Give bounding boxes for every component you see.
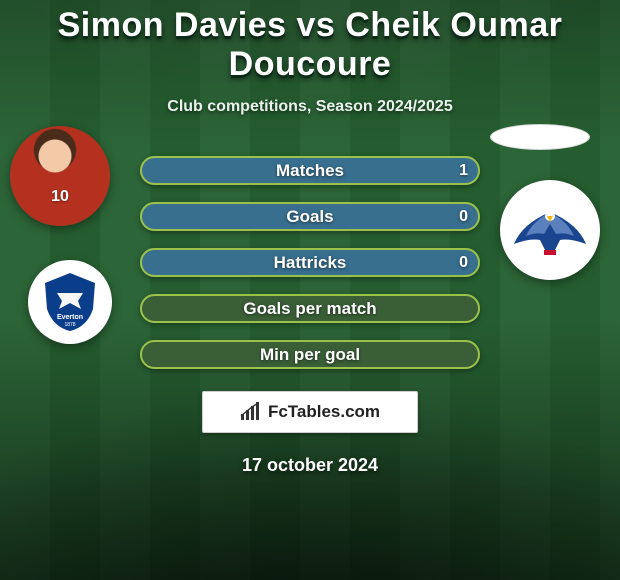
stat-value: 1 bbox=[459, 162, 468, 180]
stat-bar: Hattricks 0 bbox=[140, 248, 480, 277]
stat-label: Matches bbox=[276, 161, 344, 181]
stat-label: Goals bbox=[286, 207, 333, 227]
stat-bar: Min per goal bbox=[140, 340, 480, 369]
stat-bar: Goals 0 bbox=[140, 202, 480, 231]
source-badge-text: FcTables.com bbox=[268, 402, 380, 422]
player2-crest bbox=[500, 180, 600, 280]
stat-label: Hattricks bbox=[274, 253, 347, 273]
chart-icon bbox=[240, 402, 262, 422]
stat-label: Goals per match bbox=[243, 299, 376, 319]
stat-value: 0 bbox=[459, 208, 468, 226]
date-label: 17 october 2024 bbox=[0, 455, 620, 476]
player1-crest: Everton 1878 bbox=[28, 260, 112, 344]
source-badge: FcTables.com bbox=[202, 391, 418, 433]
stats-list: Matches 1 Goals 0 Hattricks 0 Goals per match M… bbox=[140, 156, 480, 369]
stat-bar: Matches 1 bbox=[140, 156, 480, 185]
stat-label: Min per goal bbox=[260, 345, 360, 365]
svg-text:1878: 1878 bbox=[64, 322, 75, 328]
subtitle: Club competitions, Season 2024/2025 bbox=[0, 98, 620, 116]
player2-photo-placeholder bbox=[490, 124, 590, 150]
page-title: Simon Davies vs Cheik Oumar Doucoure bbox=[0, 0, 620, 84]
stat-bar: Goals per match bbox=[140, 294, 480, 323]
svg-text:Everton: Everton bbox=[57, 314, 83, 321]
stat-value: 0 bbox=[459, 254, 468, 272]
player1-photo bbox=[10, 126, 110, 226]
